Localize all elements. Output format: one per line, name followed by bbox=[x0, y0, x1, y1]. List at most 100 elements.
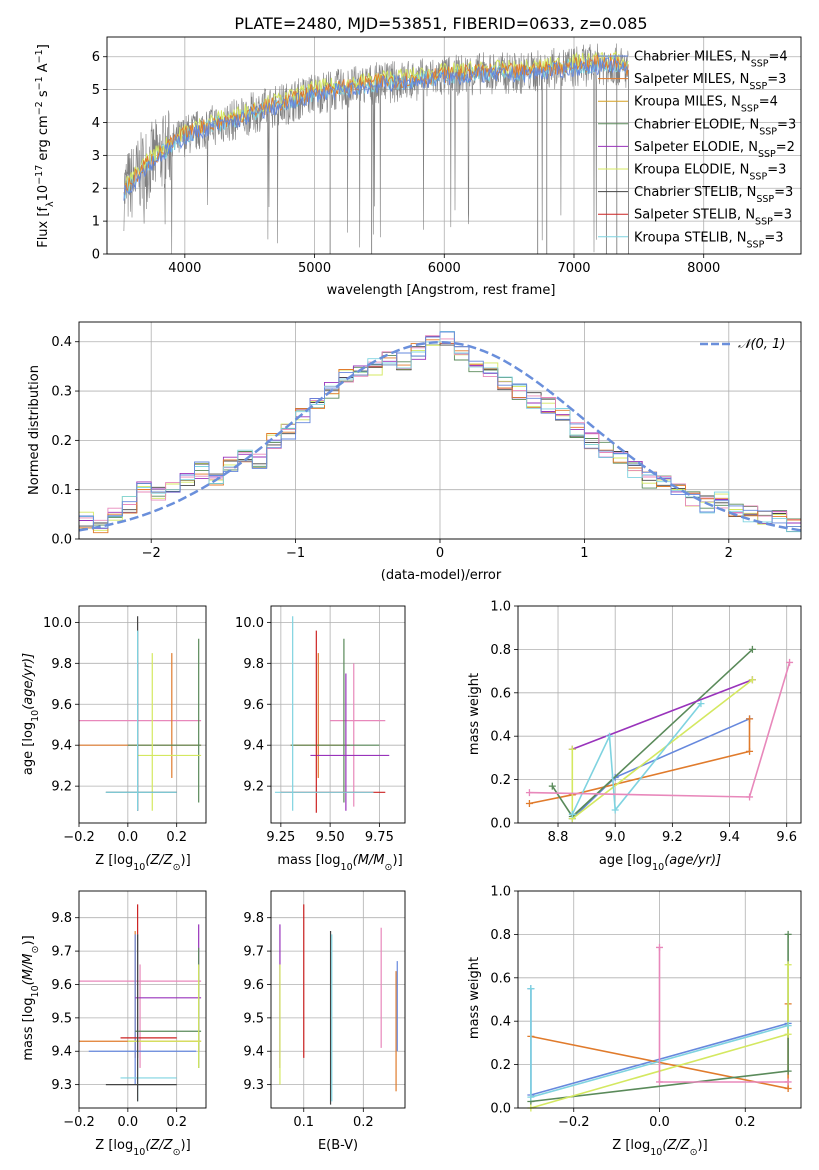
spectrum-legend-label-part: Salpeter ELODIE, N bbox=[634, 140, 758, 155]
Z_vs_mass-xtick-label: 0.2 bbox=[166, 1115, 187, 1130]
residuals-ytick-label: 0.0 bbox=[51, 533, 72, 548]
Z-weight-xlabel-part: 10 bbox=[650, 1147, 662, 1158]
spectrum-xlabel: wavelength [Angstrom, rest frame] bbox=[327, 283, 556, 298]
Z-age-xlabel-part: (Z/Z bbox=[145, 853, 173, 868]
spectrum-legend-label: Kroupa ELODIE, NSSP=3 bbox=[634, 163, 786, 183]
spectrum-xtick-label: 5000 bbox=[298, 261, 331, 276]
spectrum-legend-label-part: =3 bbox=[767, 72, 786, 87]
Z-weight-xlabel-part: Z [log bbox=[612, 1138, 650, 1153]
residuals-xtick-label: 1 bbox=[580, 546, 588, 561]
EBV_vs_mass-ytick-label: 9.6 bbox=[243, 978, 264, 993]
EBV_vs_mass-ytick-label: 9.3 bbox=[243, 1078, 264, 1093]
spectrum-legend-label: Chabrier ELODIE, NSSP=3 bbox=[634, 117, 796, 137]
spectrum-ylabel-part: 10 bbox=[36, 185, 51, 202]
Z_vs_weight-ytick-label: 0.2 bbox=[490, 1058, 511, 1073]
Z_vs_age-ytick-label: 9.4 bbox=[51, 739, 72, 754]
mass-age-xlabel-part: )] bbox=[393, 853, 403, 868]
spectrum-legend-label-part: Kroupa MILES, N bbox=[634, 95, 741, 110]
age_vs_weight-marker bbox=[748, 676, 756, 684]
spectrum-ylabel-part: s bbox=[36, 90, 51, 101]
spectrum-ylabel-part: A bbox=[36, 63, 51, 76]
spectrum-legend-label-part: Salpeter STELIB, N bbox=[634, 208, 755, 223]
EBV_vs_mass-ytick-label: 9.8 bbox=[243, 911, 264, 926]
spectrum-ylabel: Flux [fλ10−17 erg cm−2 s−1 A−1] bbox=[34, 44, 56, 248]
residuals-ytick-label: 0.1 bbox=[51, 483, 72, 498]
spectrum-ylabel-part: −1 bbox=[34, 49, 45, 63]
age_vs_weight-xtick-label: 9.0 bbox=[605, 830, 626, 845]
age_vs_weight-ytick-label: 0.4 bbox=[490, 730, 511, 745]
Z_vs_mass-ytick-label: 9.3 bbox=[51, 1078, 72, 1093]
spectrum-ytick-label: 2 bbox=[92, 182, 100, 197]
Z-mass-xlabel: Z [log10(Z/Z⊙)] bbox=[95, 1138, 190, 1158]
Z_vs_weight-marker bbox=[527, 1093, 535, 1101]
Z-mass-xlabel-part: (Z/Z bbox=[145, 1138, 173, 1153]
age_vs_weight-xtick-label: 9.4 bbox=[719, 830, 740, 845]
Z-age-ylabel-part: age [log bbox=[21, 722, 36, 775]
Z_vs_age-xtick-label: 0.0 bbox=[118, 830, 139, 845]
Z-weight-xlabel-part: )] bbox=[698, 1138, 708, 1153]
mass_vs_age-plot-area bbox=[274, 616, 390, 813]
age-weight-xlabel-part: (age/yr)] bbox=[664, 853, 721, 868]
mass-age-xlabel-part: ⊙ bbox=[385, 862, 393, 873]
age-weight-ylabel: mass weight bbox=[467, 673, 482, 755]
Z_vs_mass-frame bbox=[78, 890, 207, 1109]
age_vs_weight-ytick-label: 0.8 bbox=[490, 643, 511, 658]
Z-age-xlabel-part: Z [log bbox=[95, 853, 133, 868]
EBV_vs_mass-grid bbox=[271, 891, 405, 1108]
residuals-ytick-label: 0.3 bbox=[51, 385, 72, 400]
Z-mass-xlabel-part: 10 bbox=[133, 1147, 145, 1158]
Z-mass-xlabel-part: ⊙ bbox=[173, 1147, 181, 1158]
Z-mass-xlabel-part: )] bbox=[181, 1138, 191, 1153]
spectrum-legend-label-part: =3 bbox=[777, 117, 796, 132]
spectrum-ytick-label: 4 bbox=[92, 116, 100, 131]
age_vs_weight-ytick-label: 1.0 bbox=[490, 600, 511, 615]
spectrum-ylabel-part: erg cm bbox=[36, 115, 51, 164]
age-weight-xlabel: age [log10(age/yr)] bbox=[599, 853, 721, 873]
Z-age-xlabel: Z [log10(Z/Z⊙)] bbox=[95, 853, 190, 873]
spectrum-legend-label: Salpeter MILES, NSSP=3 bbox=[634, 72, 786, 92]
EBV_vs_mass-frame bbox=[270, 890, 406, 1109]
mass_vs_age-ytick-label: 10.0 bbox=[235, 616, 264, 631]
age_vs_weight-series-salpeter_elodie bbox=[572, 679, 753, 750]
Z_vs_age-grid bbox=[78, 606, 206, 823]
spectrum-legend-label-part: =3 bbox=[773, 208, 792, 223]
Z-age-xlabel-part: 10 bbox=[133, 862, 145, 873]
mass_vs_age-ytick-label: 9.6 bbox=[243, 698, 264, 713]
age_vs_weight-marker bbox=[568, 810, 576, 818]
age_vs_weight-marker bbox=[746, 715, 754, 723]
age_vs_weight-marker bbox=[697, 700, 705, 708]
age_vs_weight-series-salpeter_miles bbox=[529, 718, 751, 805]
Z_vs_weight-frame bbox=[517, 890, 802, 1109]
age_vs_weight-ytick-label: 0.6 bbox=[490, 686, 511, 701]
spectrum-frame bbox=[106, 36, 802, 255]
Z_vs_weight-marker bbox=[784, 930, 792, 938]
Z_vs_weight-marker bbox=[527, 985, 535, 993]
Z_vs_weight-marker bbox=[784, 1030, 792, 1038]
Z_vs_age-xtick-label: 0.2 bbox=[166, 830, 187, 845]
mass_vs_age-grid bbox=[271, 606, 405, 823]
EBV_vs_mass-plot-area bbox=[279, 904, 398, 1105]
Z_vs_weight-marker bbox=[784, 1084, 792, 1092]
EBV_vs_mass-xtick-label: 0.2 bbox=[353, 1115, 374, 1130]
residuals-ytick-label: 0.2 bbox=[51, 434, 72, 449]
residual-histogram-chabrier_miles bbox=[79, 331, 801, 529]
spectrum-ylabel-part: −17 bbox=[34, 165, 45, 185]
Z_vs_age-ytick-label: 9.6 bbox=[51, 698, 72, 713]
spectrum-xtick-label: 4000 bbox=[168, 261, 201, 276]
residuals-xtick-label: 0 bbox=[436, 546, 444, 561]
Z-mass-ylabel: mass [log10(M/M⊙)] bbox=[21, 935, 41, 1060]
spectrum-legend-label-part: Chabrier STELIB, N bbox=[634, 185, 756, 200]
Z-mass-ylabel-part: mass [log bbox=[21, 997, 36, 1060]
Z_vs_weight-ytick-label: 0.0 bbox=[490, 1102, 511, 1117]
Z-age-ylabel-part: 10 bbox=[30, 710, 41, 722]
spectrum-legend-label-part: =4 bbox=[769, 50, 788, 65]
Z-age-ylabel: age [log10(age/yr)] bbox=[21, 653, 41, 775]
spectrum-legend-label-part: SSP bbox=[756, 194, 774, 205]
age_vs_weight-marker bbox=[611, 806, 619, 814]
mass_vs_age-ytick-label: 9.2 bbox=[243, 780, 264, 795]
age_vs_weight-marker bbox=[568, 745, 576, 753]
Z_vs_mass-ytick-label: 9.8 bbox=[51, 911, 72, 926]
mass-age-xlabel-part: (M/M bbox=[353, 853, 385, 868]
Z-weight-xlabel-part: ⊙ bbox=[690, 1147, 698, 1158]
